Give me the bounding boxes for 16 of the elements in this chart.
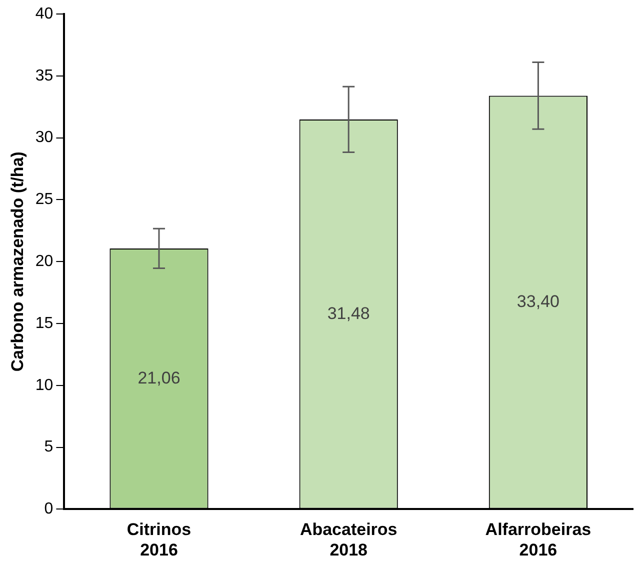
y-tick-label: 40: [35, 5, 54, 22]
y-tick-label: 20: [35, 253, 54, 270]
data-label: 31,48: [327, 304, 370, 323]
y-tick-label: 25: [35, 191, 54, 208]
y-tick-label: 15: [35, 314, 54, 332]
y-tick-label: 5: [44, 438, 54, 456]
x-tick-label: Citrinos 2016: [126, 520, 192, 560]
data-label: 21,06: [138, 368, 180, 388]
y-tick-label: 10: [35, 376, 54, 394]
x-tick-label: Abacateiros 2018: [300, 520, 398, 560]
y-axis-title: Carbono armazenado (t/ha): [8, 152, 27, 372]
y-tick-label: 0: [44, 500, 54, 518]
y-tick-label: 35: [35, 67, 54, 84]
x-tick-label: Alfarrobeiras 2016: [485, 520, 592, 560]
y-tick-label: 30: [35, 129, 54, 146]
data-label: 33,40: [516, 292, 560, 311]
